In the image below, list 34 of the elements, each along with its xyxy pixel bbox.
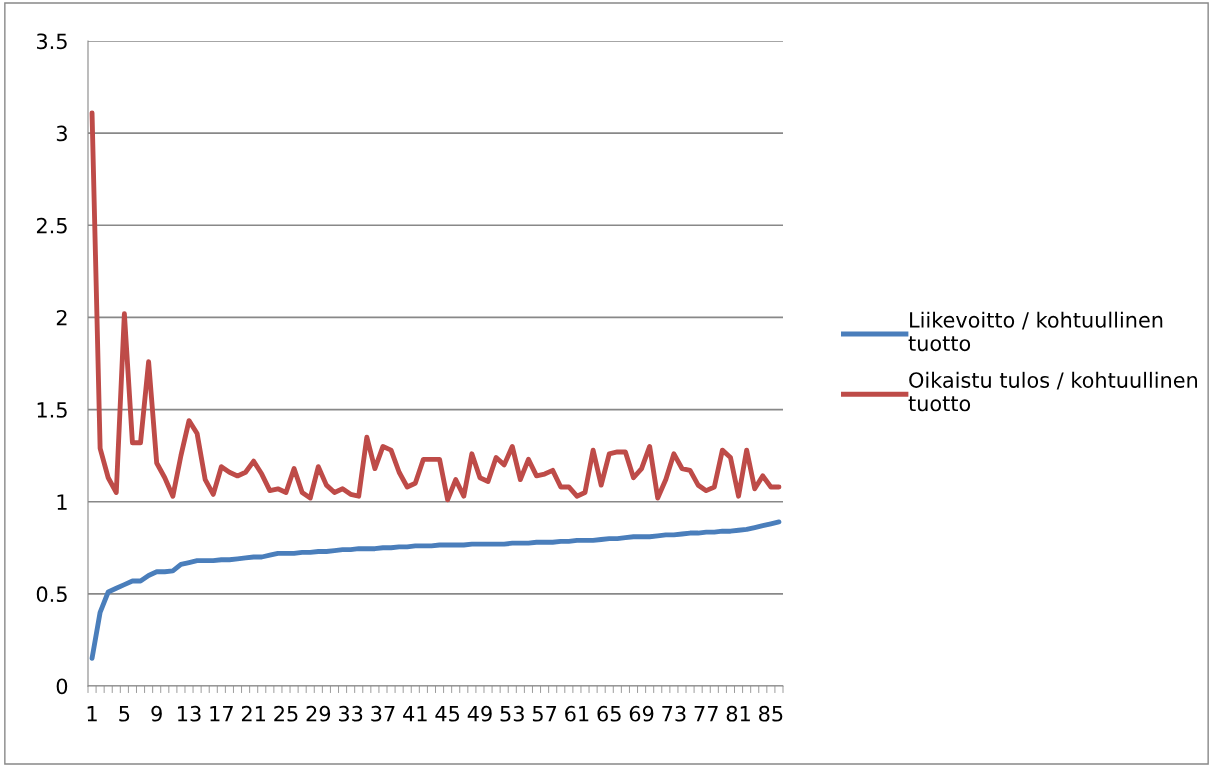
x-tick-label: 29 xyxy=(306,705,331,722)
y-tick-label: 0.5 xyxy=(36,586,67,603)
x-tick-label: 41 xyxy=(403,706,427,722)
x-tick-label: 13 xyxy=(178,705,201,722)
legend-label: Liikevoitto / kohtuullinen tuotto xyxy=(908,311,1163,352)
line-series xyxy=(89,519,782,661)
x-tick-label: 33 xyxy=(338,705,363,722)
x-tick-label: 57 xyxy=(532,706,557,722)
x-tick-label: 49 xyxy=(467,705,492,722)
y-tick-label: 0 xyxy=(56,678,68,695)
y-tick-label: 3 xyxy=(56,125,67,142)
x-tick-label: 9 xyxy=(151,705,162,722)
x-tick-label: 21 xyxy=(241,705,265,722)
x-tick-label: 77 xyxy=(694,706,718,722)
y-tick-label: 3.5 xyxy=(37,33,67,50)
x-tick-label: 1 xyxy=(87,706,97,722)
legend-label: Oikaistu tulos / kohtuullinen tuotto xyxy=(908,371,1198,412)
x-tick-label: 85 xyxy=(759,705,783,722)
x-tick-label: 53 xyxy=(500,705,524,722)
x-tick-label: 5 xyxy=(119,706,130,722)
x-tick-label: 69 xyxy=(629,705,654,722)
y-tick-label: 2.5 xyxy=(36,217,67,234)
x-tick-label: 65 xyxy=(597,705,621,722)
y-tick-label: 1.5 xyxy=(37,402,67,418)
line-series xyxy=(89,110,782,503)
x-tick-label: 17 xyxy=(210,706,233,722)
x-tick-label: 61 xyxy=(565,705,589,722)
x-tick-label: 37 xyxy=(371,705,395,722)
x-tick-label: 45 xyxy=(435,706,460,722)
y-tick-label: 1 xyxy=(57,494,67,510)
x-tick-label: 73 xyxy=(662,705,686,722)
y-tick-label: 2 xyxy=(56,309,67,326)
x-tick-label: 25 xyxy=(274,705,298,722)
x-tick-label: 81 xyxy=(726,705,750,722)
